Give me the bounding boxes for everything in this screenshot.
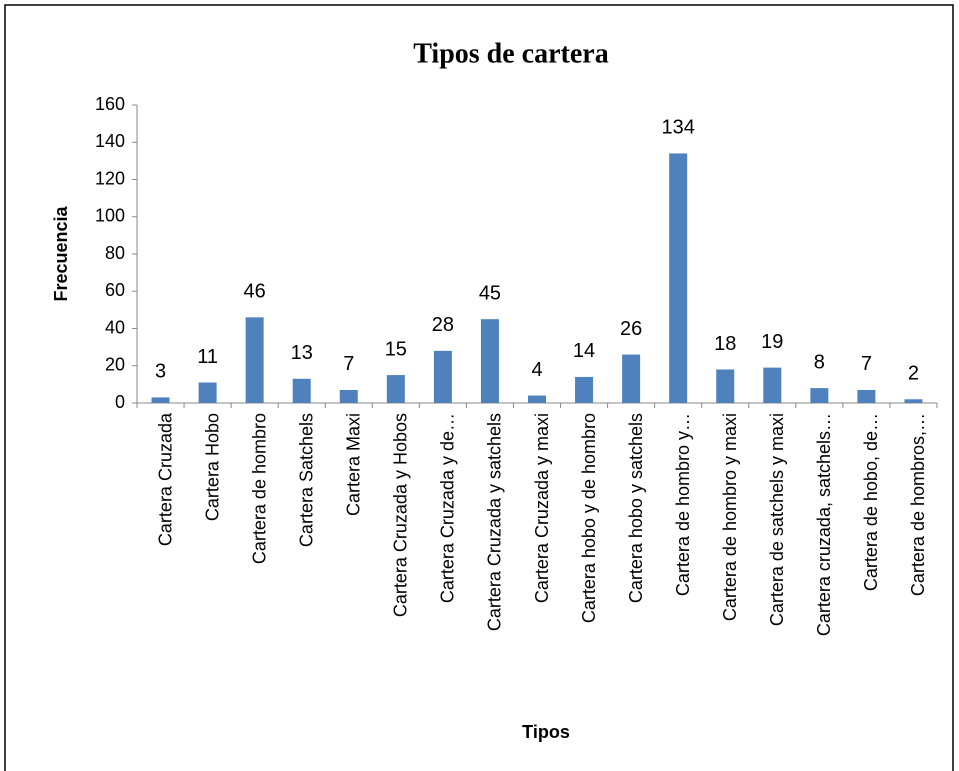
bar bbox=[669, 153, 688, 403]
data-label: 4 bbox=[531, 359, 542, 381]
data-label: 3 bbox=[155, 361, 166, 383]
data-label: 28 bbox=[432, 314, 454, 336]
data-label: 14 bbox=[573, 340, 595, 362]
y-tick-label: 40 bbox=[105, 317, 125, 337]
bar bbox=[433, 350, 452, 403]
x-tick-label: Cartera Maxi bbox=[344, 413, 364, 516]
data-label: 2 bbox=[908, 363, 919, 385]
x-tick-label: Cartera de hombro y maxi bbox=[720, 413, 740, 621]
x-tick-label: Cartera de hobo, de… bbox=[861, 413, 881, 591]
y-tick-label: 80 bbox=[105, 243, 125, 263]
x-tick-label: Cartera de hombro y… bbox=[673, 413, 693, 596]
y-axis-title: Frecuencia bbox=[51, 205, 71, 301]
bar bbox=[480, 319, 499, 403]
data-label: 19 bbox=[761, 331, 783, 353]
chart-title: Tipos de cartera bbox=[413, 38, 608, 69]
y-tick-label: 160 bbox=[95, 94, 125, 114]
chart-frame bbox=[4, 4, 954, 771]
bar bbox=[528, 395, 546, 403]
data-label: 11 bbox=[197, 346, 218, 368]
x-tick-label: Cartera Cruzada y maxi bbox=[532, 413, 552, 603]
bar bbox=[339, 389, 358, 403]
x-tick-label: Cartera Cruzada y Hobos bbox=[391, 413, 411, 617]
bar bbox=[386, 375, 405, 403]
bar bbox=[151, 397, 170, 403]
data-label: 7 bbox=[343, 353, 354, 375]
x-tick-label: Cartera de hombro bbox=[249, 413, 269, 564]
bar bbox=[622, 354, 641, 403]
bar bbox=[763, 367, 782, 403]
bar bbox=[575, 376, 594, 403]
x-tick-label: Cartera de satchels y maxi bbox=[767, 413, 787, 626]
data-label: 15 bbox=[385, 338, 407, 360]
data-label: 46 bbox=[244, 281, 266, 303]
bar bbox=[716, 369, 735, 403]
x-tick-label: Cartera Cruzada bbox=[155, 412, 175, 546]
bar bbox=[245, 317, 264, 403]
bar bbox=[810, 388, 829, 403]
y-tick-label: 120 bbox=[95, 168, 125, 188]
bar bbox=[198, 382, 217, 403]
data-label: 8 bbox=[814, 351, 825, 373]
data-label: 18 bbox=[714, 333, 736, 355]
x-tick-label: Cartera hobo y satchels bbox=[626, 413, 646, 603]
x-tick-label: Cartera Cruzada y satchels bbox=[485, 413, 505, 631]
bar bbox=[904, 399, 923, 403]
x-axis-title: Tipos bbox=[522, 722, 570, 742]
bar bbox=[292, 378, 311, 403]
x-tick-label: Cartera cruzada, satchels… bbox=[814, 413, 834, 636]
data-label: 7 bbox=[861, 353, 872, 375]
x-tick-label: Cartera de hombros,… bbox=[908, 413, 928, 596]
y-tick-label: 60 bbox=[105, 280, 125, 300]
y-tick-label: 0 bbox=[115, 392, 125, 412]
x-tick-label: Cartera Satchels bbox=[296, 413, 316, 547]
y-tick-label: 100 bbox=[95, 206, 125, 226]
y-tick-label: 20 bbox=[105, 355, 125, 375]
data-label: 26 bbox=[620, 318, 642, 340]
data-label: 45 bbox=[479, 282, 501, 304]
data-label: 13 bbox=[291, 342, 313, 364]
x-tick-label: Cartera hobo y de hombro bbox=[579, 413, 599, 623]
y-tick-label: 140 bbox=[95, 131, 125, 151]
x-tick-label: Cartera Hobo bbox=[202, 413, 222, 521]
data-label: 134 bbox=[661, 117, 694, 139]
bar bbox=[857, 389, 876, 403]
x-tick-label: Cartera Cruzada y de… bbox=[438, 413, 458, 603]
